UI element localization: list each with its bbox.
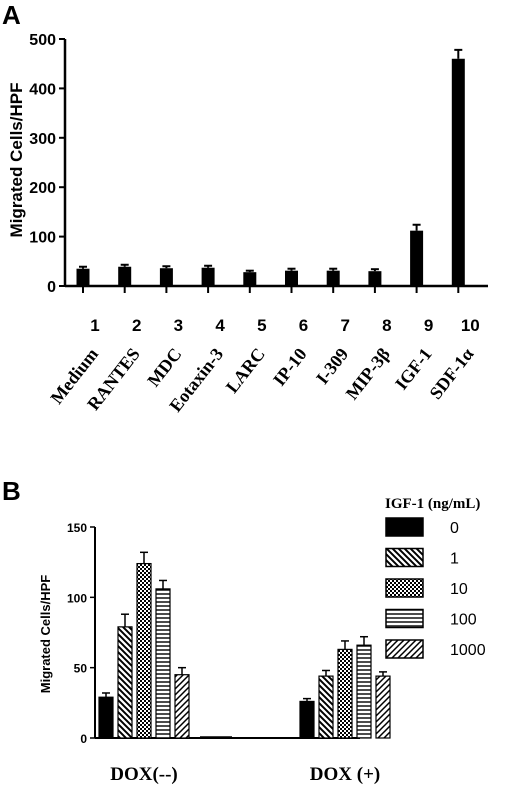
bar-horizontal <box>155 588 171 739</box>
legend-entry-label: 1 <box>450 551 459 568</box>
bar-diag-back <box>117 626 133 739</box>
legend-entry-label: 0 <box>450 520 459 537</box>
x-tick-number: 10 <box>461 316 480 335</box>
bar <box>76 268 90 286</box>
x-category-label: MIP-3β <box>342 344 394 403</box>
group-label: DOX (+) <box>310 764 380 785</box>
legend-swatch-checker <box>385 578 424 598</box>
y-tick-label: 50 <box>74 662 88 676</box>
bar <box>368 271 382 286</box>
x-category-label: IP-10 <box>269 344 311 389</box>
x-category-label: I-309 <box>312 344 352 388</box>
legend-swatch-diag-fwd <box>385 639 424 659</box>
legend-entry-label: 10 <box>450 581 468 598</box>
bar-solid <box>98 696 114 739</box>
y-tick-label: 100 <box>67 591 87 605</box>
bar <box>243 272 257 286</box>
legend-swatch-horizontal <box>385 608 424 629</box>
bar-solid <box>299 700 315 739</box>
bar-checker <box>337 648 353 739</box>
y-tick-label: 200 <box>29 180 56 197</box>
x-category-label: SDF-1α <box>425 344 477 403</box>
x-tick-number: 8 <box>382 316 391 335</box>
x-category-label: LARC <box>222 344 269 397</box>
bar <box>410 230 424 286</box>
bar <box>326 270 340 286</box>
panel-a-label: A <box>2 0 21 30</box>
y-tick-label: 300 <box>29 131 56 148</box>
panel-a-bars <box>76 48 465 287</box>
x-tick-number: 7 <box>340 316 349 335</box>
y-tick-label: 0 <box>80 732 87 746</box>
bar <box>201 267 215 286</box>
bar-horizontal <box>356 644 372 739</box>
panel-b-legend: 0 1 10 100 1000 <box>385 517 486 659</box>
bar <box>285 270 298 286</box>
panel-b-label: B <box>2 476 21 506</box>
group-label: DOX(--) <box>110 764 178 785</box>
y-tick-label: 100 <box>29 230 56 247</box>
x-tick-number: 1 <box>90 316 99 335</box>
panel-a-labels: 1Medium2RANTES3MDC4Eotaxin-35LARC6IP-107… <box>46 316 479 416</box>
panel-b-labels: DOX(--) DOX (+) <box>110 764 380 785</box>
panel-a-axes: 0 100 200 300 400 500 <box>29 32 488 296</box>
bar-diag-back <box>318 675 334 739</box>
y-tick-label: 150 <box>67 521 87 535</box>
x-category-label: MDC <box>143 344 185 390</box>
bar-diag-fwd <box>174 674 190 739</box>
x-tick-number: 4 <box>215 316 225 335</box>
panel-a: A Migrated Cells/HPF 0 100 200 300 400 500 1 M… <box>2 0 488 416</box>
legend-entry-label: 100 <box>450 612 477 629</box>
legend-entry-label: 1000 <box>450 642 486 659</box>
legend-swatch-solid <box>385 517 424 537</box>
x-tick-number: 5 <box>257 316 266 335</box>
y-tick-label: 0 <box>47 279 56 296</box>
bar-diag-fwd <box>375 675 391 739</box>
x-tick-number: 9 <box>424 316 433 335</box>
legend-swatch-diag-back <box>385 547 424 568</box>
bar <box>159 268 173 286</box>
panel-b-legend-title: IGF-1 (ng/mL) <box>385 496 480 512</box>
panel-b-bars <box>98 551 391 739</box>
x-tick-number: 2 <box>132 316 141 335</box>
bar-checker <box>136 562 152 739</box>
x-tick-number: 6 <box>299 316 308 335</box>
bar <box>451 58 465 287</box>
y-tick-label: 500 <box>29 32 56 49</box>
y-tick-label: 400 <box>29 81 56 98</box>
panel-a-ylabel: Migrated Cells/HPF <box>7 83 26 238</box>
panel-b-ylabel: Migrated Cells/HPF <box>38 575 53 694</box>
bar <box>118 266 132 286</box>
x-tick-number: 3 <box>174 316 183 335</box>
